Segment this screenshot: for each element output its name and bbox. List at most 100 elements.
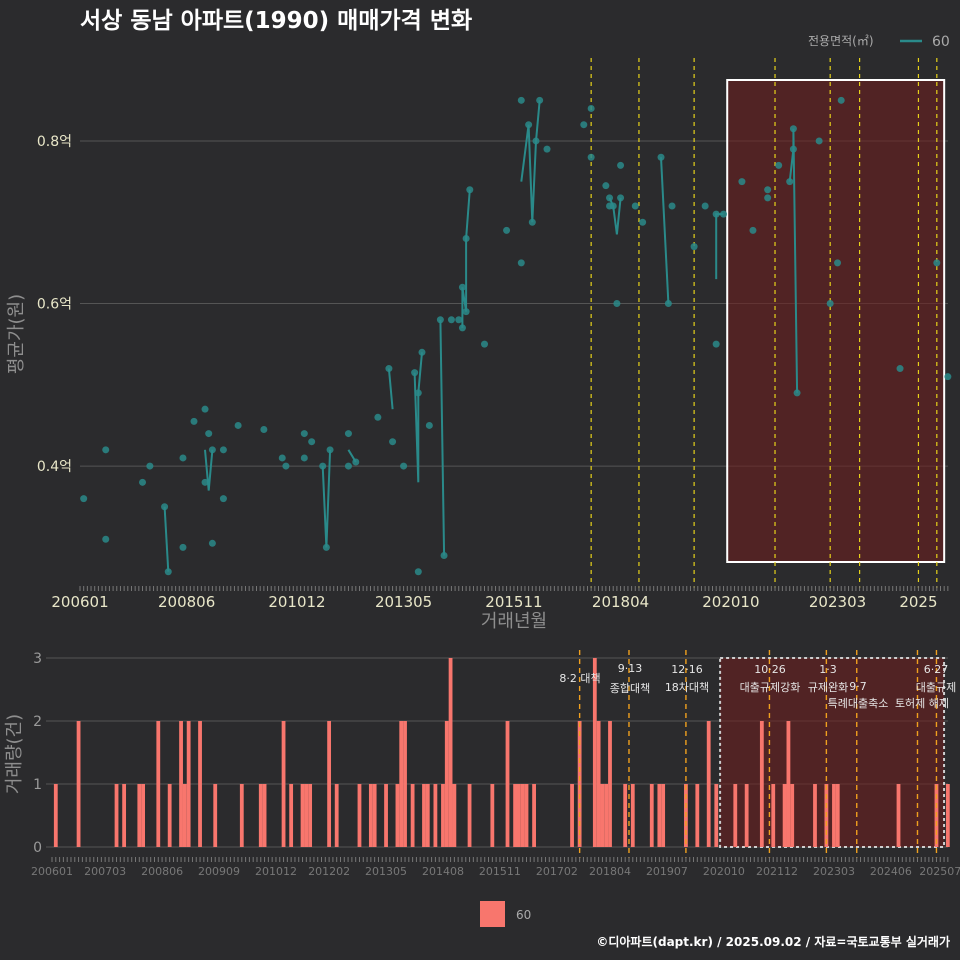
data-point [208,446,216,454]
volume-bar [630,784,635,847]
data-point [617,161,625,169]
data-point [414,389,422,397]
data-point [102,535,110,543]
bottom-legend: 60 [480,901,531,927]
volume-bar [300,784,305,847]
volume-bar [156,721,161,847]
volume-bar [281,721,286,847]
event-label: 6·27 [924,663,949,676]
series-line-segment [520,100,541,223]
data-point [613,300,621,308]
data-point [80,495,88,503]
volume-bar [452,784,457,847]
x-tick-label: 201511 [485,593,542,611]
data-point [775,161,783,169]
volume-bar [600,784,605,847]
data-point [201,405,209,413]
data-point [657,153,665,161]
x-tick-label: 2025 [899,593,937,611]
data-point [712,210,720,218]
data-point [352,458,360,466]
data-point [208,539,216,547]
data-point [400,462,408,470]
volume-bar [896,784,901,847]
y-tick-label: 1 [33,777,42,793]
volume-bar [403,721,407,847]
data-point [543,145,551,153]
volume-bar [786,721,791,847]
data-point [219,495,227,503]
legend-title: 전용면적(㎡) [808,34,874,48]
volume-bar [490,784,495,847]
event-label: 특례대출축소 [828,697,889,710]
event-label: 규제완화 [808,681,848,694]
volume-bar [657,784,662,847]
volume-bar [289,784,294,847]
x-tick-label: 200806 [158,593,215,611]
data-point [525,121,533,129]
volume-bar [186,721,191,847]
x-tick-label: 201408 [422,865,464,878]
bottom-legend-label: 60 [516,908,531,922]
x-tick-label: 201202 [308,865,350,878]
volume-bar [604,784,609,847]
volume-bar [395,784,400,847]
series-line-segment [413,352,423,483]
volume-bar [945,784,950,847]
y-axis-title: 거래량(건) [4,714,25,794]
y-tick-label: 0.8억 [37,134,72,150]
data-point [300,430,308,438]
data-point [414,568,422,576]
data-point [425,421,433,429]
data-point [139,478,147,486]
volume-bar [649,784,654,847]
data-point [161,503,169,511]
data-point [606,194,614,202]
volume-bar [410,784,415,847]
data-point [179,543,187,551]
data-point [764,194,772,202]
x-axis-title: 거래년월 [481,611,547,632]
data-point [834,259,842,267]
event-label: 12·16 [671,663,703,676]
volume-bar [308,784,313,847]
volume-bar [122,784,127,847]
data-point [344,462,352,470]
x-tick-label: 201012 [255,865,297,878]
volume-bar [141,784,146,847]
series-line-segment [439,319,446,556]
volume-bar [239,784,244,847]
y-tick-label: 0 [33,840,42,856]
data-point [896,365,904,373]
volume-bar [334,784,339,847]
data-point [664,300,672,308]
volume-bar [425,784,430,847]
x-tick-label: 201511 [479,865,521,878]
data-point [411,369,419,377]
x-tick-label: 202010 [702,593,759,611]
x-tick-label: 202303 [809,593,866,611]
event-label: 대출규제 [916,681,956,694]
data-point [418,348,426,356]
highlight-box [726,79,946,563]
data-point [720,210,728,218]
data-point [219,446,227,454]
volume-bar [695,784,700,847]
volume-bar [570,784,574,847]
y-tick-label: 2 [33,714,42,730]
volume-bar [714,784,719,847]
volume-bar [441,784,445,847]
y-tick-label: 3 [33,651,42,667]
event-label: 9·7 [849,680,867,693]
x-tick-label: 202112 [756,865,798,878]
volume-bar [372,784,377,847]
x-tick-label: 202303 [813,865,855,878]
data-point [826,300,834,308]
data-point [617,194,625,202]
volume-bar [422,784,426,847]
volume-bar [532,784,536,847]
series-line-segment [608,197,622,235]
data-point [308,438,316,446]
data-point [532,137,540,145]
data-point [690,243,698,251]
